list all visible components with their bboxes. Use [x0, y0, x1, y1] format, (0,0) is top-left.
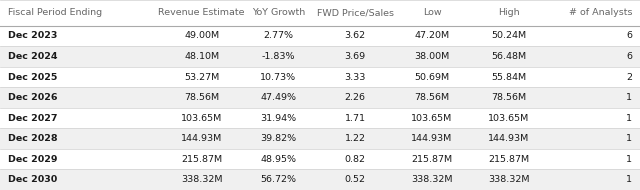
Text: 1.71: 1.71: [345, 114, 365, 123]
Text: Revenue Estimate: Revenue Estimate: [158, 8, 245, 17]
Text: 3.69: 3.69: [344, 52, 366, 61]
Text: 49.00M: 49.00M: [184, 31, 219, 40]
Bar: [0, 128, 640, 149]
Text: 1: 1: [627, 175, 632, 184]
Text: Dec 2029: Dec 2029: [8, 155, 57, 164]
Bar: [0, 67, 640, 87]
Text: 1: 1: [627, 114, 632, 123]
Text: Dec 2030: Dec 2030: [8, 175, 57, 184]
Text: YoY Growth: YoY Growth: [252, 8, 305, 17]
Text: 103.65M: 103.65M: [181, 114, 222, 123]
Text: Low: Low: [422, 8, 442, 17]
Text: Dec 2024: Dec 2024: [8, 52, 57, 61]
Text: 215.87M: 215.87M: [412, 155, 452, 164]
Text: 6: 6: [627, 52, 632, 61]
Text: 215.87M: 215.87M: [488, 155, 529, 164]
Bar: [0, 169, 640, 190]
Text: 0.52: 0.52: [345, 175, 365, 184]
Text: 2: 2: [627, 73, 632, 82]
Bar: [0, 46, 640, 67]
Text: 78.56M: 78.56M: [492, 93, 526, 102]
Text: FWD Price/Sales: FWD Price/Sales: [317, 8, 394, 17]
Text: 38.00M: 38.00M: [414, 52, 450, 61]
Text: 1.22: 1.22: [345, 134, 365, 143]
Text: # of Analysts: # of Analysts: [569, 8, 632, 17]
Text: 6: 6: [627, 31, 632, 40]
Text: 48.95%: 48.95%: [260, 155, 296, 164]
Text: -1.83%: -1.83%: [262, 52, 295, 61]
Text: 144.93M: 144.93M: [412, 134, 452, 143]
Text: 47.20M: 47.20M: [415, 31, 449, 40]
Bar: [0, 26, 640, 46]
Text: 78.56M: 78.56M: [415, 93, 449, 102]
Text: 0.82: 0.82: [345, 155, 365, 164]
Text: 10.73%: 10.73%: [260, 73, 296, 82]
Bar: [0, 108, 640, 128]
Text: 1: 1: [627, 93, 632, 102]
Text: 1: 1: [627, 134, 632, 143]
Text: 56.48M: 56.48M: [492, 52, 526, 61]
Text: 338.32M: 338.32M: [412, 175, 452, 184]
Text: Dec 2028: Dec 2028: [8, 134, 58, 143]
Bar: [0, 149, 640, 169]
Text: 39.82%: 39.82%: [260, 134, 296, 143]
Text: Dec 2026: Dec 2026: [8, 93, 57, 102]
Text: 56.72%: 56.72%: [260, 175, 296, 184]
Text: 144.93M: 144.93M: [181, 134, 222, 143]
Text: 144.93M: 144.93M: [488, 134, 529, 143]
Text: 78.56M: 78.56M: [184, 93, 219, 102]
Bar: [0, 87, 640, 108]
Text: Dec 2027: Dec 2027: [8, 114, 57, 123]
Text: 103.65M: 103.65M: [488, 114, 529, 123]
Text: 103.65M: 103.65M: [412, 114, 452, 123]
Text: Fiscal Period Ending: Fiscal Period Ending: [8, 8, 102, 17]
Text: Dec 2023: Dec 2023: [8, 31, 57, 40]
Text: 1: 1: [627, 155, 632, 164]
Text: 48.10M: 48.10M: [184, 52, 219, 61]
Text: 53.27M: 53.27M: [184, 73, 220, 82]
Text: 3.33: 3.33: [344, 73, 366, 82]
Text: 50.69M: 50.69M: [415, 73, 449, 82]
Text: Dec 2025: Dec 2025: [8, 73, 57, 82]
Text: 31.94%: 31.94%: [260, 114, 296, 123]
Text: 3.62: 3.62: [344, 31, 366, 40]
Text: 338.32M: 338.32M: [488, 175, 529, 184]
Text: 47.49%: 47.49%: [260, 93, 296, 102]
Bar: [0, 0, 640, 26]
Text: 2.77%: 2.77%: [264, 31, 293, 40]
Text: High: High: [498, 8, 520, 17]
Text: 2.26: 2.26: [345, 93, 365, 102]
Text: 55.84M: 55.84M: [492, 73, 526, 82]
Text: 215.87M: 215.87M: [181, 155, 222, 164]
Text: 50.24M: 50.24M: [492, 31, 526, 40]
Text: 338.32M: 338.32M: [181, 175, 222, 184]
